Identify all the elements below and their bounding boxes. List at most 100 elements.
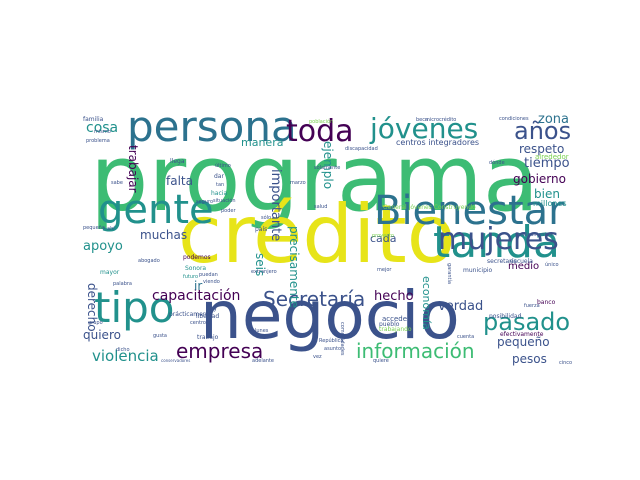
word-tanda: tanda <box>433 217 560 268</box>
word-falta: falta <box>166 174 193 188</box>
word-alrededor: alrededor <box>535 153 569 161</box>
word-solamente: solamente <box>314 165 341 171</box>
word-dicho: dicho <box>116 347 130 353</box>
word-condiciones: condiciones <box>499 116 529 122</box>
word-quiero: quiero <box>83 328 121 342</box>
word-poblacion: población <box>309 119 334 125</box>
word-sonora: Sonora <box>185 265 207 272</box>
word-conservadores: conservadores <box>161 358 191 363</box>
word-credito: crédito <box>178 188 456 281</box>
word-mayor: mayor <box>100 269 120 276</box>
word-toda: toda <box>286 114 354 149</box>
word-futuro: futuro <box>183 274 199 280</box>
word-quiere: quiere <box>373 358 389 364</box>
word-extranjero: extranjero <box>251 269 277 275</box>
word-jovenes: jóvenes <box>370 112 479 145</box>
word-pais: país <box>255 226 268 233</box>
word-tan: tan <box>216 182 225 188</box>
word-donde: dónde <box>489 160 505 166</box>
word-hacia: hacia <box>211 190 228 197</box>
word-pequena: pequeña <box>83 225 105 231</box>
word-beca: beca <box>416 117 429 123</box>
word-llega: llega <box>170 158 185 165</box>
word-pequeno: pequeño <box>497 335 550 349</box>
word-asunto: asunto <box>324 346 342 352</box>
word-dar: dar <box>214 173 224 180</box>
word-negocio: negocio <box>200 277 460 354</box>
word-programa: programa <box>90 125 540 232</box>
word-medio: medio <box>508 261 540 272</box>
word-salud: salud <box>314 204 328 210</box>
word-gusta: gusta <box>153 333 167 339</box>
word-problema: problema <box>86 138 110 144</box>
word-gente: gente <box>98 187 214 233</box>
word-seguro: seguro <box>196 199 214 205</box>
word-microcredito: microcrédito <box>425 117 457 123</box>
word-discapacidad: discapacidad <box>345 146 378 152</box>
word-podemos: podemos <box>183 254 211 261</box>
word-zona: zona <box>538 112 569 127</box>
word-hecho: hecho <box>374 289 414 304</box>
word-pesos: pesos <box>512 352 547 366</box>
word-situacion: situación <box>213 198 236 204</box>
word-cloud: programa crédito negocio persona gente Bienes… <box>83 103 582 373</box>
word-precisamente: precisamente <box>287 226 301 308</box>
word-manera: manera <box>241 136 284 149</box>
word-solo: sólo <box>261 215 272 221</box>
word-cada: cada <box>370 232 397 245</box>
word-millones: millones <box>533 199 567 208</box>
word-cinco: cinco <box>559 360 573 366</box>
word-apoyo: apoyo <box>83 239 123 254</box>
word-proyecto: proyecto <box>372 233 394 239</box>
word-ir: ir <box>194 279 203 293</box>
word-gobierno: gobierno <box>513 172 566 186</box>
word-tipo: tipo <box>94 283 175 332</box>
word-centro: centro <box>190 320 206 326</box>
word-pasado: pasado <box>483 308 571 336</box>
word-anos: años <box>514 117 572 145</box>
word-bien: bien <box>534 187 560 201</box>
word-unico: único <box>545 262 559 268</box>
word-pueblo: pueblo <box>379 321 400 328</box>
word-cosa: cosa <box>86 120 119 136</box>
word-bienestar: Bienestar <box>374 188 565 234</box>
word-grupo: grupo <box>88 320 103 326</box>
word-economia: economía <box>420 276 433 330</box>
word-lunes: lunes <box>255 328 269 334</box>
word-centros-integradores: centros integradores <box>396 138 480 147</box>
word-familia: familia <box>83 116 104 123</box>
word-sabe: sabe <box>111 180 123 186</box>
word-persona: persona <box>127 103 297 151</box>
word-efectivamente: efectivamente <box>500 331 544 338</box>
word-adelante: adelante <box>252 358 274 364</box>
word-informacion: información <box>356 339 475 363</box>
word-trabajo: trabajo <box>197 334 219 341</box>
word-poder: poder <box>221 208 236 214</box>
word-ahi: ahí <box>107 226 115 232</box>
word-medicamentos: medicamentos <box>515 232 553 238</box>
word-municipio: municipio <box>463 267 493 274</box>
word-secretaria-min: secretaría <box>487 258 517 265</box>
word-violencia: violencia <box>92 347 159 365</box>
word-escuela: escuela <box>510 258 533 265</box>
word-mismo: mismo <box>94 129 111 135</box>
word-importante: importante <box>268 169 283 242</box>
word-fuerza: fuerza <box>524 303 540 309</box>
word-hoy: hoy <box>206 305 218 312</box>
word-secretaria: Secretaría <box>263 287 366 311</box>
word-verdad: verdad <box>438 299 484 314</box>
word-trabajar: trabajar <box>126 145 140 193</box>
word-general-jovenes-construyendo: General Jóvenes Construyendo <box>383 204 476 211</box>
word-puedan: puedan <box>199 272 218 278</box>
word-trabajando: trabajando <box>379 326 412 333</box>
word-cuenta: cuenta <box>457 334 475 340</box>
word-marzo: marzo <box>290 180 306 186</box>
word-practicamente: prácticamente <box>169 311 213 318</box>
word-republica: República <box>319 338 344 344</box>
word-empresa: empresa <box>176 339 264 363</box>
word-libertad: libertad <box>196 313 220 320</box>
word-vez: vez <box>313 354 322 360</box>
word-banco: banco <box>537 299 556 306</box>
word-respeto: respeto <box>519 142 565 156</box>
word-mujeres: mujeres <box>438 222 559 257</box>
